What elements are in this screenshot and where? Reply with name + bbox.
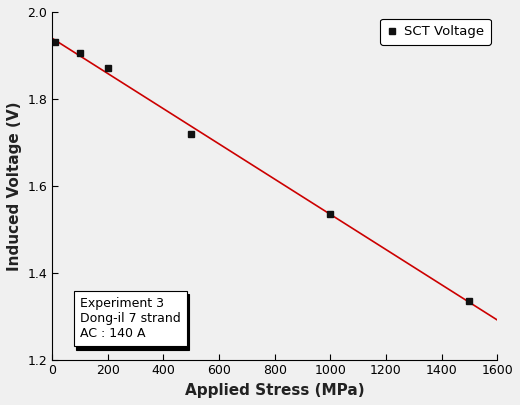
- Legend: SCT Voltage: SCT Voltage: [380, 19, 490, 45]
- Y-axis label: Induced Voltage (V): Induced Voltage (V): [7, 101, 22, 271]
- Text: Experiment 3
Dong-il 7 strand
AC : 140 A: Experiment 3 Dong-il 7 strand AC : 140 A: [80, 297, 181, 340]
- X-axis label: Applied Stress (MPa): Applied Stress (MPa): [185, 383, 365, 398]
- SCT Voltage: [188, 131, 194, 136]
- SCT Voltage: [105, 66, 111, 71]
- SCT Voltage: [52, 40, 58, 45]
- Text: Experiment 3
Dong-il 7 strand
AC : 140 A: Experiment 3 Dong-il 7 strand AC : 140 A: [82, 301, 183, 343]
- SCT Voltage: [77, 51, 83, 55]
- SCT Voltage: [327, 211, 333, 216]
- Line: SCT Voltage: SCT Voltage: [51, 39, 473, 305]
- SCT Voltage: [466, 298, 473, 303]
